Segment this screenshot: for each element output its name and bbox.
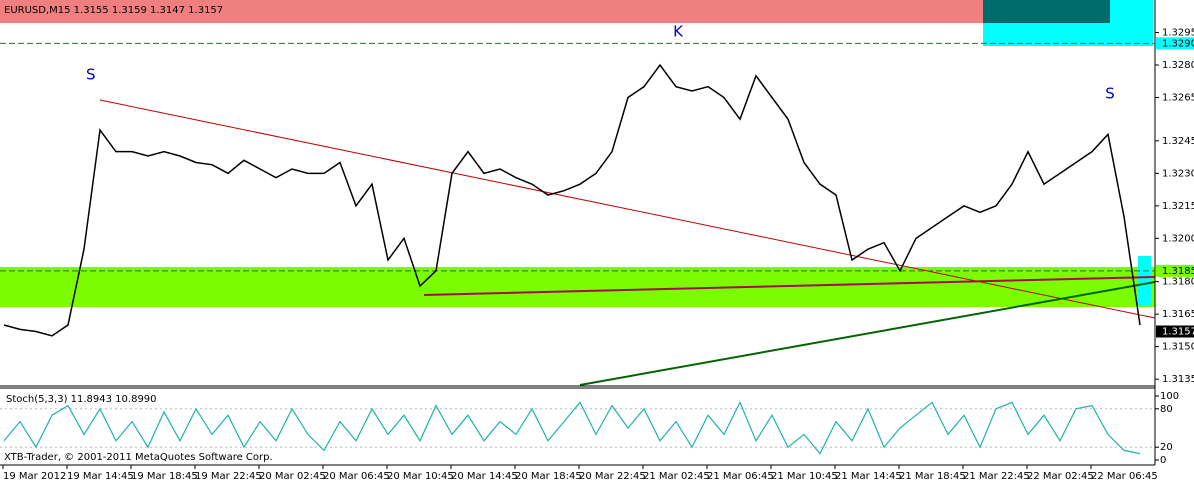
x-tick-label: 20 Mar 22:45 [579, 471, 646, 482]
x-tick-label: 21 Mar 10:45 [771, 471, 838, 482]
y-tick-label: 1.3135 [1162, 374, 1194, 385]
x-tick-label: 22 Mar 02:45 [1027, 471, 1094, 482]
y-tick-label: 0 [1160, 455, 1166, 466]
level-box [1156, 37, 1194, 50]
level-label: 1.3185 [1162, 266, 1194, 277]
x-tick-label: 21 Mar 22:45 [963, 471, 1030, 482]
zone [0, 0, 983, 23]
x-tick-label: 20 Mar 02:45 [259, 471, 326, 482]
x-tick-label: 21 Mar 14:45 [835, 471, 902, 482]
stochastic-line [3, 400, 1141, 455]
price-line [3, 63, 1141, 337]
y-tick-label: 1.3200 [1162, 233, 1194, 244]
zone [0, 267, 1155, 307]
y-tick-label: 1.3265 [1162, 93, 1194, 104]
x-tick-label: 22 Mar 06:45 [1091, 471, 1158, 482]
x-tick-label: 19 Mar 22:45 [195, 471, 262, 482]
annotation: S [1105, 85, 1115, 103]
x-tick-label: 20 Mar 18:45 [515, 471, 582, 482]
y-tick-label: 1.3245 [1162, 136, 1194, 147]
chart-title: EURUSD,M15 1.3155 1.3159 1.3147 1.3157 [4, 5, 223, 16]
y-tick-label: 1.3165 [1162, 309, 1194, 320]
y-tick-label: 20 [1160, 442, 1173, 453]
level-label: 1.3290 [1162, 38, 1194, 49]
annotation: S [86, 66, 96, 84]
level-box [1156, 264, 1194, 277]
x-tick-label: 20 Mar 10:45 [387, 471, 454, 482]
x-tick-label: 20 Mar 14:45 [451, 471, 518, 482]
y-tick-label: 1.3230 [1162, 168, 1194, 179]
x-tick-label: 19 Mar 2012 [3, 471, 66, 482]
y-tick-label: 1.3280 [1162, 60, 1194, 71]
level-box [1156, 325, 1194, 338]
y-tick-label: 80 [1160, 404, 1173, 415]
x-tick-label: 21 Mar 18:45 [899, 471, 966, 482]
footer: XTB-Trader, © 2001-2011 MetaQuotes Softw… [4, 452, 273, 463]
level-label: 1.3157 [1162, 327, 1194, 338]
y-tick-label: 1.3215 [1162, 201, 1194, 212]
x-tick-label: 19 Mar 14:45 [67, 471, 134, 482]
y-tick-label: 1.3295 [1162, 28, 1194, 39]
zone [1138, 256, 1151, 306]
y-tick-label: 1.3150 [1162, 342, 1194, 353]
y-tick-label: 1.3180 [1162, 277, 1194, 288]
x-tick-label: 19 Mar 18:45 [131, 471, 198, 482]
y-tick-label: 100 [1160, 391, 1179, 402]
indicator-title: Stoch(5,3,3) 11.8943 10.8990 [6, 394, 157, 405]
annotation: K [673, 23, 684, 41]
trend-line [579, 281, 1156, 386]
trend-line [423, 276, 1156, 296]
x-tick-label: 21 Mar 02:45 [643, 471, 710, 482]
x-tick-label: 21 Mar 06:45 [707, 471, 774, 482]
zone [983, 0, 1110, 23]
x-tick-label: 20 Mar 06:45 [323, 471, 390, 482]
